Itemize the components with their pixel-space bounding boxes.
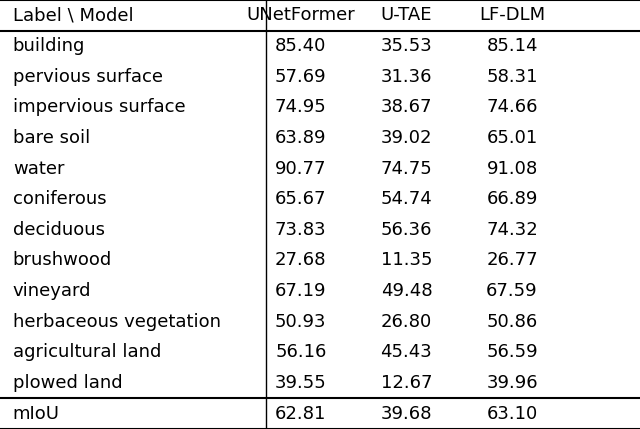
Text: 74.32: 74.32 [486, 221, 538, 239]
Text: 90.77: 90.77 [275, 160, 326, 178]
Text: 73.83: 73.83 [275, 221, 326, 239]
Text: 31.36: 31.36 [381, 68, 432, 86]
Text: 67.59: 67.59 [486, 282, 538, 300]
Text: 54.74: 54.74 [381, 190, 432, 208]
Text: 85.40: 85.40 [275, 37, 326, 55]
Text: building: building [13, 37, 85, 55]
Text: 56.16: 56.16 [275, 343, 326, 361]
Text: vineyard: vineyard [13, 282, 92, 300]
Text: agricultural land: agricultural land [13, 343, 161, 361]
Text: 62.81: 62.81 [275, 405, 326, 423]
Text: 91.08: 91.08 [486, 160, 538, 178]
Text: plowed land: plowed land [13, 374, 122, 392]
Text: LF-DLM: LF-DLM [479, 6, 545, 24]
Text: 50.86: 50.86 [486, 313, 538, 331]
Text: 57.69: 57.69 [275, 68, 326, 86]
Text: 38.67: 38.67 [381, 98, 432, 116]
Text: deciduous: deciduous [13, 221, 105, 239]
Text: 74.95: 74.95 [275, 98, 326, 116]
Text: bare soil: bare soil [13, 129, 90, 147]
Text: brushwood: brushwood [13, 251, 112, 269]
Text: 50.93: 50.93 [275, 313, 326, 331]
Text: 63.89: 63.89 [275, 129, 326, 147]
Text: 65.67: 65.67 [275, 190, 326, 208]
Text: pervious surface: pervious surface [13, 68, 163, 86]
Text: UNetFormer: UNetFormer [246, 6, 355, 24]
Text: 27.68: 27.68 [275, 251, 326, 269]
Text: 45.43: 45.43 [381, 343, 432, 361]
Text: 58.31: 58.31 [486, 68, 538, 86]
Text: 39.96: 39.96 [486, 374, 538, 392]
Text: impervious surface: impervious surface [13, 98, 186, 116]
Text: 35.53: 35.53 [381, 37, 432, 55]
Text: 66.89: 66.89 [486, 190, 538, 208]
Text: water: water [13, 160, 64, 178]
Text: 56.36: 56.36 [381, 221, 432, 239]
Text: 49.48: 49.48 [381, 282, 432, 300]
Text: 11.35: 11.35 [381, 251, 432, 269]
Text: 65.01: 65.01 [486, 129, 538, 147]
Text: Label \ Model: Label \ Model [13, 6, 133, 24]
Text: herbaceous vegetation: herbaceous vegetation [13, 313, 221, 331]
Text: 39.02: 39.02 [381, 129, 432, 147]
Text: 74.66: 74.66 [486, 98, 538, 116]
Text: coniferous: coniferous [13, 190, 106, 208]
Text: 39.68: 39.68 [381, 405, 432, 423]
Text: U-TAE: U-TAE [381, 6, 432, 24]
Text: 63.10: 63.10 [486, 405, 538, 423]
Text: 67.19: 67.19 [275, 282, 326, 300]
Text: 56.59: 56.59 [486, 343, 538, 361]
Text: 74.75: 74.75 [381, 160, 432, 178]
Text: 39.55: 39.55 [275, 374, 326, 392]
Text: 26.77: 26.77 [486, 251, 538, 269]
Text: 12.67: 12.67 [381, 374, 432, 392]
Text: 26.80: 26.80 [381, 313, 432, 331]
Text: 85.14: 85.14 [486, 37, 538, 55]
Text: mIoU: mIoU [13, 405, 60, 423]
